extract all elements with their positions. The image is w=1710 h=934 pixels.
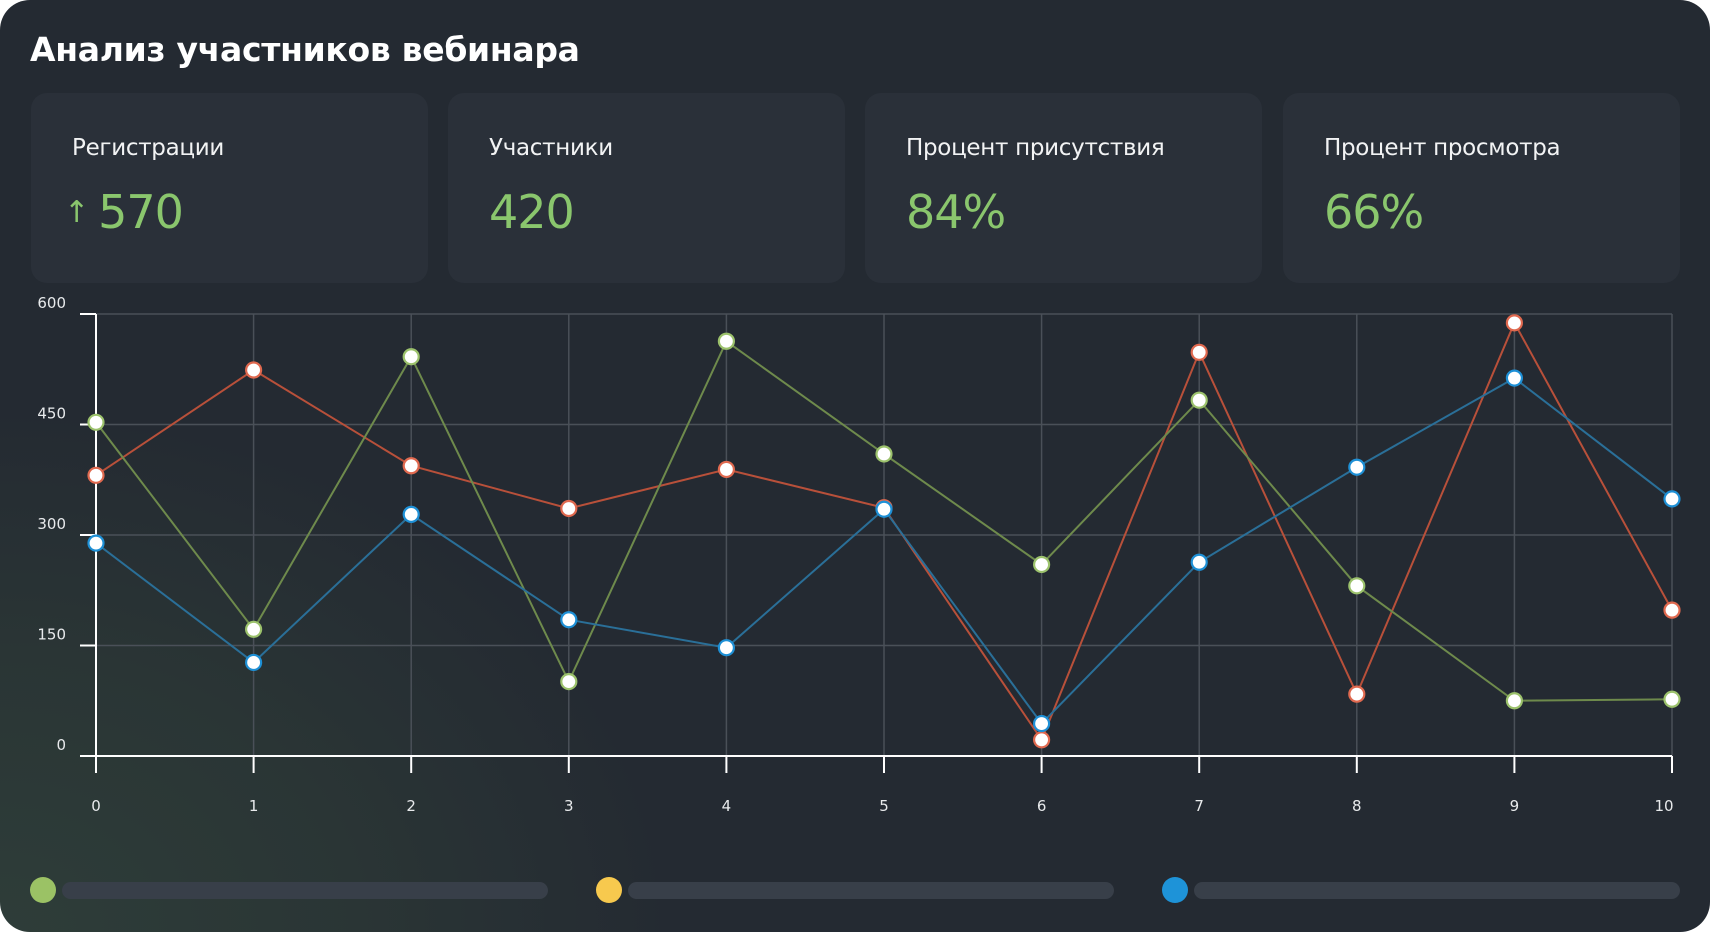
x-tick-label: 6 [1037,797,1047,815]
legend-dot-yellow[interactable] [596,877,622,903]
data-point-red [1348,685,1366,703]
data-point-green [717,332,736,350]
x-tick-label: 5 [879,797,889,815]
stat-number: 570 [98,185,184,239]
legend-label-placeholder [62,882,548,899]
stat-value: 420 [489,185,575,239]
x-tick-label: 7 [1194,797,1204,815]
data-point-red [1032,731,1051,749]
x-tick-label: 4 [722,797,732,815]
series-markers [87,314,1681,749]
data-point-blue [1663,490,1681,508]
data-point-blue [717,639,736,657]
legend-dot-blue[interactable] [1162,877,1188,903]
stat-value: ↑ 570 [64,185,184,239]
tick-labels: 0 150 300 450 600 0 1 2 3 4 5 6 7 8 9 10 [37,294,1673,815]
x-tick-label: 8 [1352,797,1362,815]
data-point-blue [1032,714,1051,733]
data-point-blue [1190,553,1208,571]
data-point-green [1190,391,1208,409]
stat-label: Участники [489,135,613,161]
data-point-red [87,466,105,484]
data-point-green [875,445,893,463]
stat-value: 84% [906,185,1006,239]
page-title: Анализ участников вебинара [30,30,580,69]
data-point-green [1505,692,1524,710]
data-point-red [560,499,578,518]
y-tick-label: 450 [37,405,66,423]
data-point-blue [1505,369,1524,387]
legend-label-placeholder [1194,882,1680,899]
data-point-red [1663,601,1681,619]
stat-value: 66% [1324,185,1424,239]
legend-dot-green[interactable] [30,877,56,903]
stat-label: Процент просмотра [1324,135,1561,161]
data-point-green [245,620,263,638]
data-point-red [1190,343,1208,361]
x-tick-label: 10 [1654,797,1673,815]
data-point-green [87,413,105,431]
stat-card-view-rate: Процент просмотра 66% [1283,93,1680,283]
data-point-red [1505,314,1524,332]
arrow-up-icon: ↑ [64,194,89,230]
stat-card-registrations: Регистрации ↑ 570 [31,93,428,283]
y-tick-label: 0 [56,736,66,754]
data-point-blue [87,534,105,552]
x-tick-label: 2 [406,797,416,815]
data-point-green [1348,577,1366,595]
data-point-red [717,460,736,479]
data-point-green [402,348,420,366]
stat-card-attendance-rate: Процент присутствия 84% [865,93,1262,283]
data-point-red [245,361,263,379]
x-tick-label: 3 [564,797,574,815]
grid-lines [96,313,1673,756]
stat-label: Процент присутствия [906,135,1165,161]
data-point-green [1032,555,1051,574]
stat-label: Регистрации [72,135,225,161]
x-tick-label: 1 [249,797,259,815]
axes [80,313,1673,773]
y-tick-label: 150 [37,626,66,644]
y-tick-label: 300 [37,515,66,533]
data-point-blue [560,611,578,629]
data-point-blue [245,653,263,672]
stat-card-participants: Участники 420 [448,93,845,283]
data-point-green [1663,690,1681,708]
data-point-red [402,457,420,475]
data-point-blue [402,505,420,523]
data-point-green [560,672,578,691]
legend-label-placeholder [628,882,1114,899]
x-tick-label: 9 [1510,797,1520,815]
x-tick-label: 0 [91,797,101,815]
data-point-blue [1348,458,1366,476]
y-tick-label: 600 [37,294,66,312]
data-point-blue [875,500,893,518]
